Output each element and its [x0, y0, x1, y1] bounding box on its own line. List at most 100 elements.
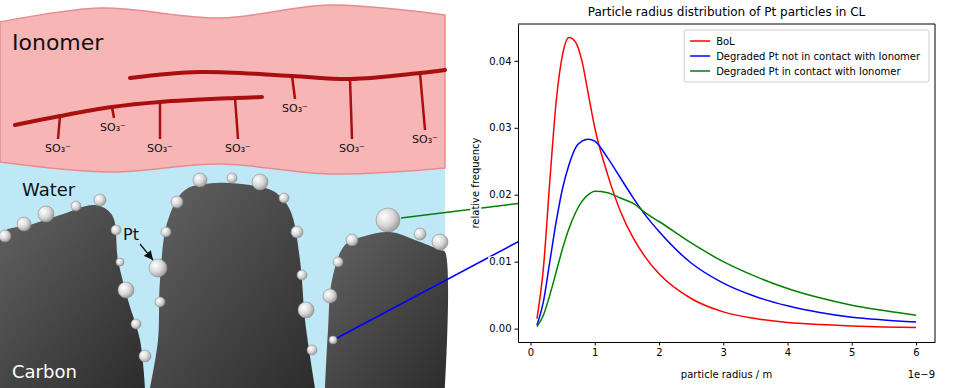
pt-particle [17, 217, 31, 231]
y-axis-tick-mark [515, 195, 519, 196]
pt-particle [131, 319, 141, 329]
y-axis-tick: 0.02 [488, 189, 518, 200]
legend-label: Degraded Pt not in contact with Ionomer [716, 51, 921, 62]
x-axis-tick-mark [531, 342, 532, 346]
pt-particle [111, 225, 121, 235]
pt-particle [116, 258, 124, 266]
pt-particle [252, 174, 268, 190]
x-axis-tick-label: 0 [528, 347, 534, 358]
x-axis-tick-label: 3 [721, 347, 727, 358]
ionomer-region [0, 5, 445, 174]
pt-particle [38, 206, 54, 222]
pt-particle [333, 257, 343, 267]
pt-particle [227, 173, 237, 183]
x-axis-tick-mark [916, 342, 917, 346]
pt-particle [346, 234, 358, 246]
plot-background [518, 24, 935, 342]
series-line [537, 139, 916, 325]
x-axis: 0 1 2 3 4 5 6 [519, 342, 936, 358]
sulfonate-label: SO₃⁻ [45, 142, 71, 155]
y-axis-tick-mark [515, 262, 519, 263]
pt-particle [149, 259, 167, 277]
label-patch [488, 323, 512, 334]
side-chain [350, 79, 352, 139]
x-axis-tick-mark [852, 342, 853, 346]
pt-particle [414, 228, 426, 240]
x-axis-tick: 0 [527, 342, 535, 358]
label-patch [655, 347, 663, 358]
y-axis: 0.00 0.01 0.02 0.03 0.04 [488, 25, 518, 343]
side-chain [292, 76, 295, 99]
side-chain [112, 107, 114, 118]
carbon-support [325, 232, 448, 388]
frame-top [518, 24, 935, 25]
pt-particle [161, 227, 171, 237]
y-axis-tick-mark [515, 61, 519, 62]
y-axis-tick: 0.01 [488, 256, 518, 267]
x-axis-tick-mark [595, 342, 596, 346]
pt-particle [118, 282, 134, 298]
y-axis-tick: 0.04 [488, 56, 518, 67]
y-axis-tick-label: 0.00 [489, 323, 511, 334]
y-axis-tick-mark [515, 329, 519, 330]
side-chain [58, 116, 60, 139]
pt-particle [94, 194, 106, 206]
sulfonate-label: SO₃⁻ [225, 142, 251, 155]
y-axis-tick-label: 0.01 [489, 256, 511, 267]
x-axis-tick-label: 1 [592, 347, 598, 358]
x-axis-tick: 3 [720, 342, 728, 358]
sulfonate-label: SO₃⁻ [147, 142, 173, 155]
y-axis-tick: 0.03 [488, 122, 518, 133]
label-patch [488, 56, 512, 67]
y-axis-tick: 0.00 [488, 323, 518, 334]
ionomer-label: Ionomer [12, 30, 104, 55]
pt-particle [297, 270, 307, 280]
x-axis-line [519, 342, 936, 343]
pt-particle [0, 230, 11, 242]
pt-pointer [140, 244, 153, 260]
x-axis-tick-label: 6 [913, 347, 919, 358]
x-axis-tick: 6 [912, 342, 920, 358]
y-axis-title-group: relative frequency [470, 136, 481, 229]
carbon-label: Carbon [12, 361, 77, 382]
polymer-backbone [15, 97, 262, 125]
y-axis-tick-label: 0.04 [489, 56, 511, 67]
label-patch [720, 347, 728, 358]
series-line [537, 191, 916, 326]
pt-particle [291, 226, 303, 238]
side-chain [235, 98, 238, 139]
label-patch [488, 256, 512, 267]
x-axis-tick: 4 [784, 342, 792, 358]
label-patch [591, 347, 599, 358]
legend-label: BoL [716, 36, 735, 47]
pt-label: Pt [123, 225, 139, 244]
x-offset-label: 1e−9 [908, 369, 935, 380]
sulfonate-label: SO₃⁻ [412, 133, 438, 146]
x-axis-tick: 5 [848, 342, 856, 358]
pt-particle [279, 193, 289, 203]
sulfonate-label: SO₃⁻ [282, 102, 308, 115]
x-axis-tick-mark [788, 342, 789, 346]
label-patch [527, 347, 535, 358]
frame-right [935, 24, 936, 342]
pt-particle [329, 336, 337, 344]
pt-particle [155, 297, 165, 307]
pt-particle [323, 289, 337, 303]
x-axis-tick-mark [659, 342, 660, 346]
label-patch [488, 122, 512, 133]
label-patch [470, 136, 481, 229]
pt-particle [298, 302, 314, 318]
label-patch [912, 347, 920, 358]
x-axis-tick-label: 2 [656, 347, 662, 358]
x-axis-tick-label: 4 [785, 347, 791, 358]
chart: 01234560.000.010.020.030.04Particle radi… [470, 5, 935, 380]
sulfonate-label: SO₃⁻ [339, 142, 365, 155]
legend-label: Degraded Pt in contact with Ionomer [716, 66, 901, 77]
y-axis-title: relative frequency [470, 137, 481, 228]
x-axis-tick: 2 [655, 342, 663, 358]
y-axis-tick-label: 0.03 [489, 122, 511, 133]
figure: SO₃⁻SO₃⁻SO₃⁻SO₃⁻SO₃⁻SO₃⁻SO₃⁻IonomerWater… [0, 0, 961, 388]
carbon-support [150, 183, 315, 388]
carbon-support [0, 205, 145, 388]
pt-particle [376, 208, 400, 232]
